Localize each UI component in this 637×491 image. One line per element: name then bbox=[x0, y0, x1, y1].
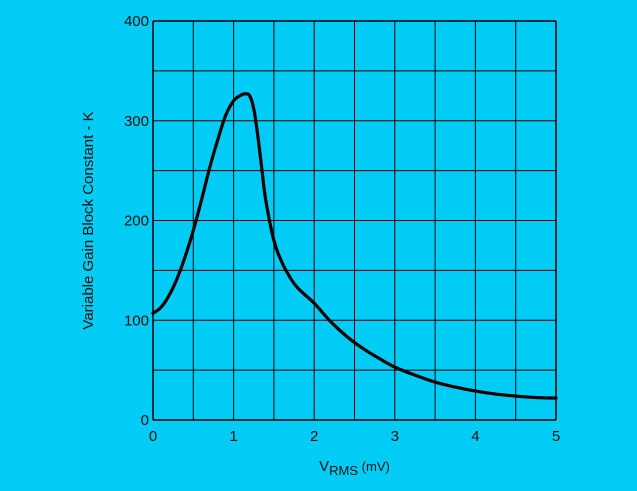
y-tick-label: 400 bbox=[124, 13, 149, 30]
x-axis-title-unit: (mV) bbox=[358, 459, 390, 474]
y-tick-label: 300 bbox=[124, 113, 149, 130]
series-line-group bbox=[151, 92, 558, 400]
x-tick-label: 2 bbox=[310, 428, 318, 445]
x-tick-label: 3 bbox=[391, 428, 399, 445]
x-tick-label: 0 bbox=[149, 428, 157, 445]
x-tick-label: 4 bbox=[471, 428, 479, 445]
x-axis-title: VRMS (mV) bbox=[319, 458, 390, 478]
x-axis-title-main: V bbox=[319, 458, 329, 475]
x-axis-title-subscript: RMS bbox=[329, 463, 358, 478]
y-axis-title: Variable Gain Block Constant - K bbox=[80, 111, 97, 329]
series-line-k-vs-vrms bbox=[151, 92, 558, 400]
y-tick-label: 100 bbox=[124, 312, 149, 329]
y-tick-label: 0 bbox=[141, 412, 149, 429]
x-tick-label: 1 bbox=[229, 428, 237, 445]
y-tick-labels: 0 100 200 300 400 bbox=[124, 13, 149, 429]
x-tick-label: 5 bbox=[552, 428, 560, 445]
x-tick-labels: 0 1 2 3 4 5 bbox=[149, 428, 560, 445]
y-tick-label: 200 bbox=[124, 213, 149, 230]
grid-lines bbox=[152, 20, 557, 421]
